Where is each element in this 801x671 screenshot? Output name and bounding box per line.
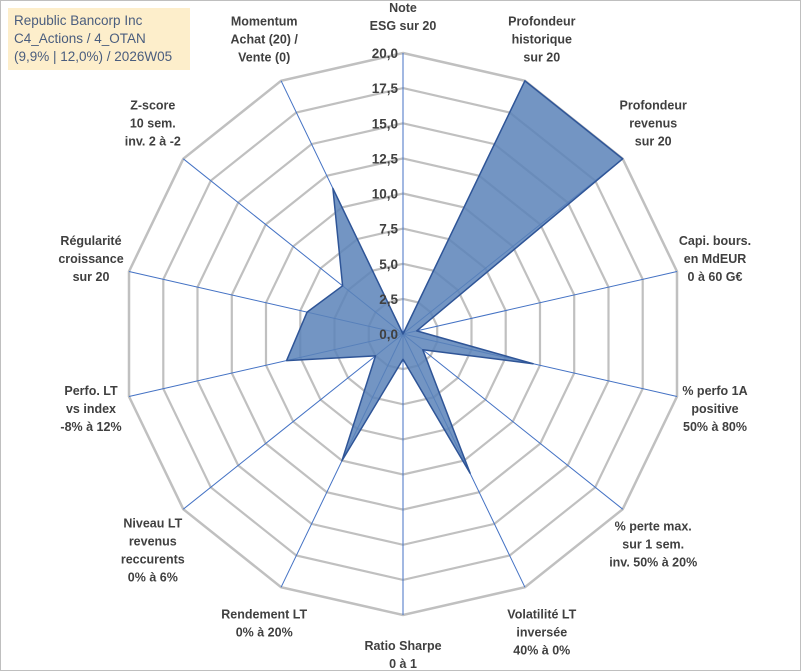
radar-axis-labels: Note ESG sur 20 Profondeur historique sur 20…	[58, 1, 751, 671]
tick-label-2: 5,0	[379, 257, 398, 272]
axis-label-5-line-1: sur 1 sem.	[622, 538, 684, 552]
axis-label-11-line-0: Régularité	[60, 234, 121, 248]
axis-label-3-line-1: en MdEUR	[684, 252, 747, 266]
axis-label-9-line-0: Niveau LT	[123, 516, 182, 530]
axis-label-1-line-2: sur 20	[523, 51, 560, 65]
axis-label-7-line-1: 0 à 1	[389, 657, 417, 671]
axis-label-0: Note ESG sur 20	[370, 1, 437, 33]
axis-label-1: Profondeur historique sur 20	[508, 15, 575, 65]
series-polygon	[285, 80, 624, 474]
axis-label-5: % perte max. sur 1 sem. inv. 50% à 20%	[609, 520, 697, 570]
axis-label-8-line-1: 0% à 20%	[236, 625, 293, 639]
radar-tick-labels: 0,0 2,5 5,0 7,5 10,0 12,5 15,0 17,5 20,0	[372, 46, 399, 342]
axis-label-8: Rendement LT 0% à 20%	[221, 607, 307, 639]
axis-label-10-line-1: vs index	[66, 402, 116, 416]
axis-label-13: Momentum Achat (20) / Vente (0)	[231, 15, 299, 65]
axis-label-10-line-2: -8% à 12%	[60, 420, 121, 434]
axis-label-2: Profondeur revenus sur 20	[620, 98, 687, 148]
axis-label-0-line-1: ESG sur 20	[370, 19, 437, 33]
axis-label-11-line-2: sur 20	[73, 270, 110, 284]
axis-label-12-line-1: 10 sem.	[130, 116, 176, 130]
axis-label-7-line-0: Ratio Sharpe	[364, 639, 441, 653]
tick-label-6: 15,0	[372, 116, 398, 131]
axis-label-4-line-2: 50% à 80%	[683, 420, 747, 434]
axis-label-9-line-2: reccurents	[121, 552, 185, 566]
spoke-3	[402, 271, 678, 335]
tick-label-0: 0,0	[379, 327, 398, 342]
axis-label-2-line-0: Profondeur	[620, 98, 687, 112]
axis-label-8-line-0: Rendement LT	[221, 607, 307, 621]
axis-label-13-line-1: Achat (20) /	[231, 33, 299, 47]
axis-label-3-line-0: Capi. bours.	[679, 234, 751, 248]
axis-label-0-line-0: Note	[389, 1, 417, 15]
axis-label-11-line-1: croissance	[58, 252, 123, 266]
spoke-5	[402, 333, 624, 510]
axis-label-4: % perfo 1A positive 50% à 80%	[682, 384, 747, 434]
axis-label-6-line-0: Volatilité LT	[507, 607, 576, 621]
axis-label-3: Capi. bours. en MdEUR 0 à 60 G€	[679, 234, 751, 284]
axis-label-6-line-2: 40% à 0%	[513, 643, 570, 657]
radar-series	[285, 80, 624, 474]
axis-label-2-line-1: revenus	[629, 116, 677, 130]
axis-label-4-line-0: % perfo 1A	[682, 384, 747, 398]
title-line-category: C4_Actions / 4_OTAN	[14, 31, 146, 46]
axis-label-13-line-2: Vente (0)	[238, 51, 290, 65]
axis-label-1-line-1: historique	[512, 33, 572, 47]
axis-label-2-line-2: sur 20	[635, 134, 672, 148]
tick-label-3: 7,5	[379, 222, 398, 237]
axis-label-11: Régularité croissance sur 20	[58, 234, 123, 284]
title-line-company: Republic Bancorp Inc	[14, 13, 143, 28]
axis-label-3-line-2: 0 à 60 G€	[688, 270, 743, 284]
title-line-period: (9,9% | 12,0%) / 2026W05	[14, 49, 173, 64]
axis-label-7: Ratio Sharpe 0 à 1	[364, 639, 441, 671]
axis-label-13-line-0: Momentum	[231, 15, 298, 29]
tick-label-4: 10,0	[372, 187, 398, 202]
axis-label-9: Niveau LT revenus reccurents 0% à 6%	[121, 516, 185, 584]
axis-label-4-line-1: positive	[691, 402, 738, 416]
axis-label-12-line-0: Z-score	[130, 98, 175, 112]
axis-label-6: Volatilité LT inversée 40% à 0%	[507, 607, 576, 657]
axis-label-6-line-1: inversée	[516, 625, 567, 639]
axis-label-10-line-0: Perfo. LT	[64, 384, 118, 398]
tick-label-1: 2,5	[379, 292, 398, 307]
axis-label-12-line-2: inv. 2 à -2	[125, 134, 181, 148]
axis-label-5-line-0: % perte max.	[615, 520, 692, 534]
axis-label-10: Perfo. LT vs index -8% à 12%	[60, 384, 121, 434]
spoke-9	[182, 333, 404, 510]
axis-label-12: Z-score 10 sem. inv. 2 à -2	[125, 98, 181, 148]
tick-label-8: 20,0	[372, 46, 398, 61]
axis-label-1-line-0: Profondeur	[508, 15, 575, 29]
tick-label-5: 12,5	[372, 151, 399, 166]
chart-title-box: Republic Bancorp Inc C4_Actions / 4_OTAN…	[8, 8, 190, 70]
axis-label-9-line-1: revenus	[129, 534, 177, 548]
axis-label-9-line-3: 0% à 6%	[128, 570, 178, 584]
axis-label-5-line-2: inv. 50% à 20%	[609, 556, 697, 570]
tick-label-7: 17,5	[372, 81, 399, 96]
